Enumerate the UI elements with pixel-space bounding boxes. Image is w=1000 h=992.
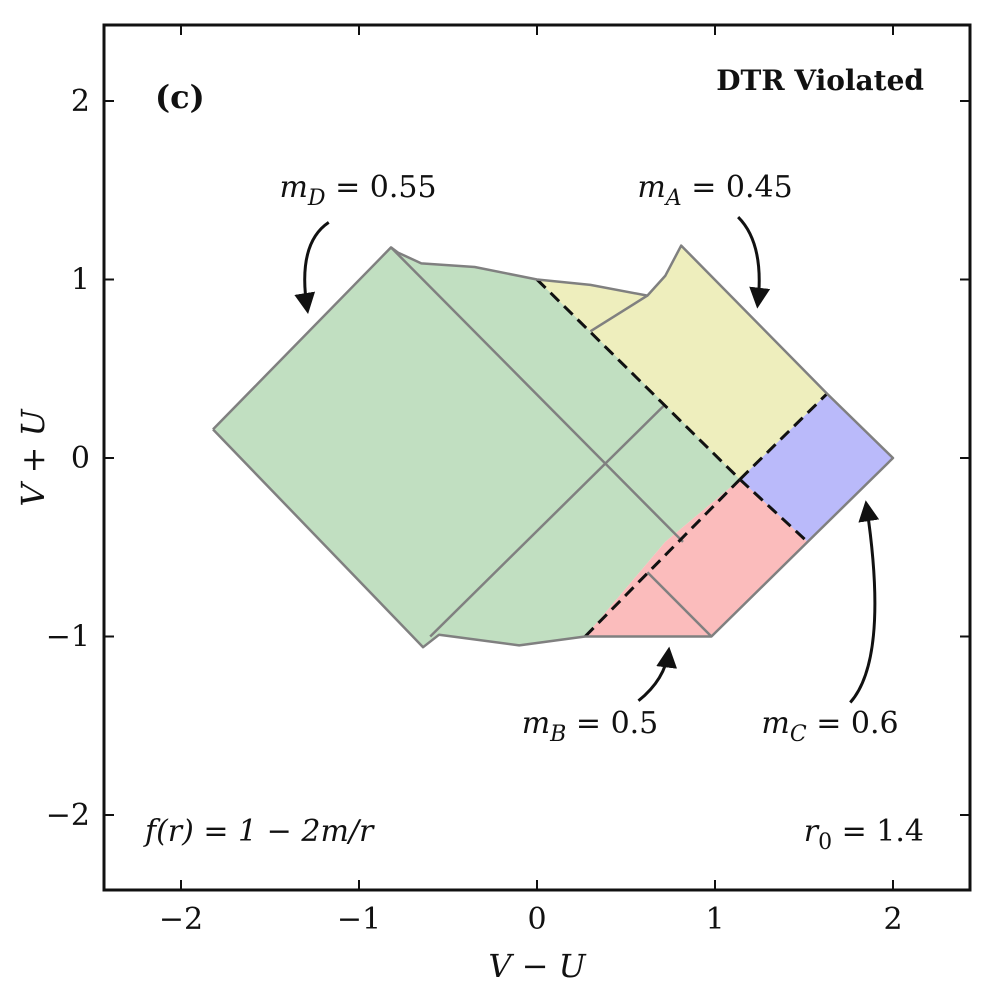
arrow-mB: [637, 646, 678, 702]
x-axis-title: V − U: [488, 947, 586, 985]
panel-label: (c): [155, 78, 205, 116]
dashed-line-2: [738, 478, 809, 544]
y-tick-label: −1: [46, 620, 90, 655]
y-tick-label: 0: [71, 441, 90, 476]
region-D: [213, 247, 740, 648]
y-tick-label: 1: [71, 263, 90, 298]
spacetime-regions: [213, 245, 893, 648]
x-tick-label: −1: [337, 902, 381, 937]
axis-ticks: −2 −1 0 1 2 −2 −1 0 1 2: [46, 25, 970, 937]
outer-boundary: [212, 244, 895, 649]
inner-line-3: [646, 571, 713, 638]
y-axis-title: V + U: [14, 408, 52, 506]
metric-function-label: f(r) = 1 − 2m/r: [143, 814, 375, 849]
arrow-mA: [737, 215, 771, 309]
r0-label: r0 = 1.4: [804, 814, 924, 855]
label-mA: mA = 0.45: [637, 170, 792, 211]
inner-line-0: [390, 246, 684, 543]
label-mD: mD = 0.55: [279, 170, 436, 211]
arrow-mD: [294, 221, 330, 314]
y-tick-label: −2: [46, 798, 90, 833]
region-A: [537, 245, 828, 480]
arrow-mC: [849, 500, 880, 704]
plot-title: DTR Violated: [716, 64, 924, 97]
dashed-line-0: [535, 278, 741, 481]
label-mB: mB = 0.5: [522, 706, 659, 747]
x-tick-label: 2: [883, 902, 902, 937]
dashed-line-1: [738, 392, 829, 481]
inner-line-1: [429, 403, 667, 638]
region-outline: [212, 244, 895, 649]
inner-line-2: [589, 294, 649, 333]
x-tick-label: 1: [705, 902, 724, 937]
dashed-boundaries: [535, 278, 829, 638]
label-mC: mC = 0.6: [761, 706, 898, 747]
inner-lines: [390, 246, 713, 638]
region-B: [585, 479, 808, 637]
x-tick-label: 0: [527, 902, 546, 937]
x-tick-label: −2: [159, 902, 203, 937]
region-C: [739, 393, 893, 542]
annotation-arrows: [294, 215, 880, 704]
y-tick-label: 2: [71, 84, 90, 119]
